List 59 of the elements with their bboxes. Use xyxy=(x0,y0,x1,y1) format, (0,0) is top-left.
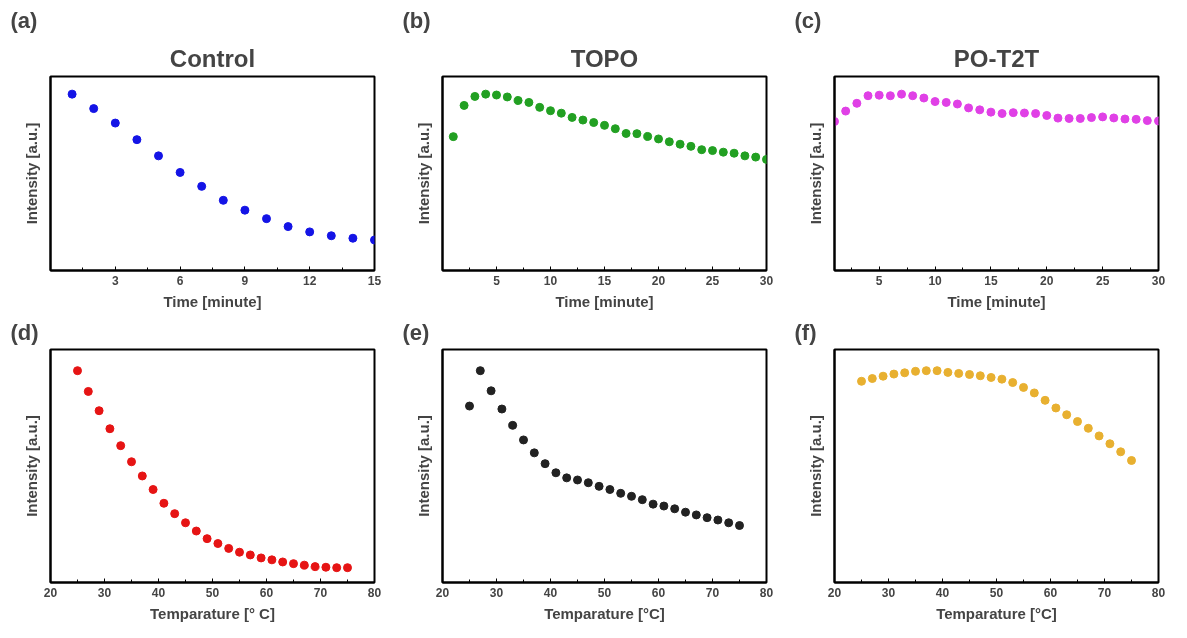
x-tick-label: 20 xyxy=(1040,273,1054,288)
x-tick-label: 70 xyxy=(1097,585,1112,600)
x-tick-label: 12 xyxy=(303,273,317,288)
x-tick-label: 15 xyxy=(367,273,382,288)
x-tick-label: 30 xyxy=(881,585,896,600)
x-tick-label: 30 xyxy=(759,273,774,288)
y-axis-title: Intensity [a.u.] xyxy=(22,122,40,225)
x-tick-label: 9 xyxy=(241,273,249,288)
x-tick-label: 60 xyxy=(1043,585,1058,600)
x-tick-label: 6 xyxy=(176,273,184,288)
x-axis-title: Temparature [°C] xyxy=(936,604,1057,622)
x-tick-label: 20 xyxy=(827,585,842,600)
x-tick-label: 60 xyxy=(259,585,274,600)
x-tick-label: 5 xyxy=(493,273,501,288)
x-tick-label: 15 xyxy=(984,273,998,288)
x-tick-label: 60 xyxy=(651,585,666,600)
y-axis-title: Intensity [a.u.] xyxy=(806,415,824,517)
x-tick-label: 5 xyxy=(875,273,883,288)
x-axis-title: Time [minute] xyxy=(163,292,262,310)
x-axis-title: Temparature [° C] xyxy=(150,604,275,622)
chart-title: TOPO xyxy=(570,44,639,72)
y-axis-title: Intensity [a.u.] xyxy=(414,415,432,517)
x-tick-label: 20 xyxy=(651,273,666,288)
text: (b) xyxy=(402,7,431,33)
x-axis-title: Time [minute] xyxy=(555,292,654,310)
x-axis-title: Time [minute] xyxy=(947,292,1046,310)
x-tick-label: 70 xyxy=(705,585,720,600)
x-tick-label: 40 xyxy=(935,585,950,600)
x-tick-label: 80 xyxy=(759,585,774,600)
x-tick-label: 10 xyxy=(543,273,558,288)
x-tick-label: 40 xyxy=(151,585,166,600)
text: (c) xyxy=(794,7,822,33)
text: (a) xyxy=(10,7,38,33)
x-tick-label: 20 xyxy=(43,585,58,600)
chart-title: Control xyxy=(169,44,256,72)
y-axis-title: Intensity [a.u.] xyxy=(806,122,824,225)
y-axis-title: Intensity [a.u.] xyxy=(22,415,40,517)
text: (d) xyxy=(10,319,39,345)
x-tick-label: 70 xyxy=(313,585,328,600)
x-tick-label: 20 xyxy=(435,585,450,600)
x-tick-label: 30 xyxy=(1151,273,1166,288)
x-tick-label: 30 xyxy=(97,585,112,600)
x-tick-label: 25 xyxy=(705,273,720,288)
chart-title: PO-T2T xyxy=(953,44,1040,72)
x-tick-label: 40 xyxy=(543,585,558,600)
x-tick-label: 80 xyxy=(1151,585,1166,600)
x-tick-label: 50 xyxy=(597,585,612,600)
x-tick-label: 80 xyxy=(367,585,382,600)
text: (f) xyxy=(794,319,817,345)
x-tick-label: 15 xyxy=(597,273,612,288)
x-tick-label: 3 xyxy=(111,273,119,288)
x-tick-label: 30 xyxy=(489,585,504,600)
x-tick-label: 50 xyxy=(205,585,220,600)
x-tick-label: 50 xyxy=(989,585,1004,600)
x-axis-title: Temparature [°C] xyxy=(544,604,665,622)
x-tick-label: 25 xyxy=(1095,273,1110,288)
y-axis-title: Intensity [a.u.] xyxy=(414,122,432,225)
text: (e) xyxy=(402,319,430,345)
x-tick-label: 10 xyxy=(928,273,943,288)
